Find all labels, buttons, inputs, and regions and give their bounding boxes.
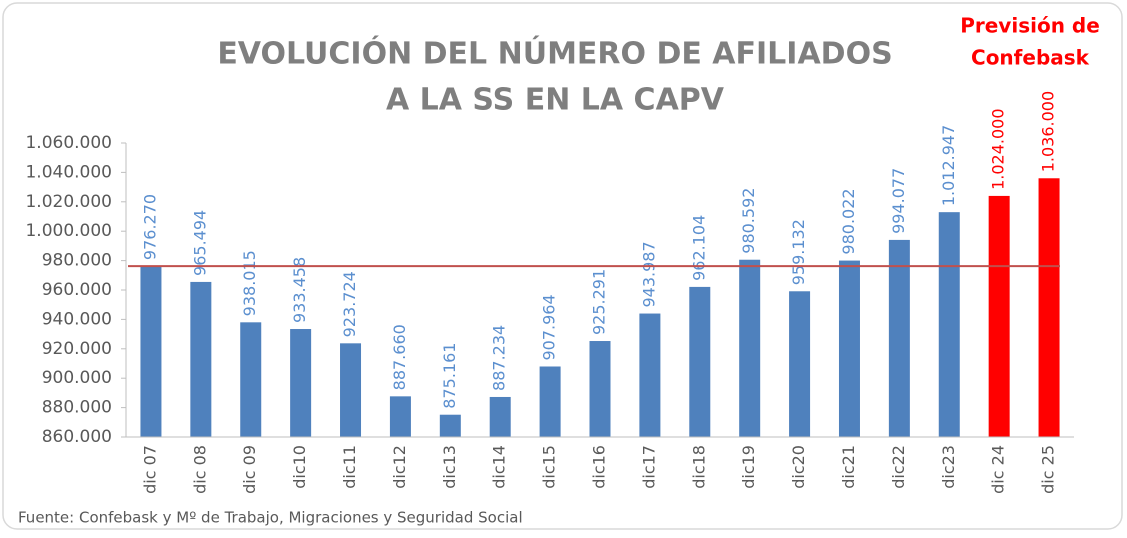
bar [539,366,561,437]
value-label: 907.964 [540,294,559,360]
annotation: Previsión de [960,14,1100,38]
bar [140,266,162,437]
value-label: 1.012.947 [939,125,958,206]
bar [290,329,312,437]
bar [1038,178,1060,437]
bar [838,260,860,437]
x-tick-label: dic 08 [190,445,209,494]
x-tick-label: dic16 [590,445,609,489]
value-label: 959.132 [789,219,808,285]
chart-title: A LA SS EN LA CAPV [386,83,725,118]
y-tick-label: 860.000 [42,427,112,447]
x-tick-label: dic17 [639,445,658,489]
x-tick-label: dic19 [739,445,758,489]
y-tick-label: 1.000.000 [25,221,112,241]
value-label: 980.022 [839,188,858,254]
y-tick-label: 1.020.000 [25,192,112,212]
value-label: 980.592 [739,188,758,254]
value-label: 933.458 [290,257,309,323]
value-label: 1.036.000 [1039,91,1058,172]
y-tick-label: 960.000 [42,280,112,300]
value-label: 962.104 [689,215,708,281]
x-tick-label: dic23 [939,445,958,489]
x-tick-label: dic13 [440,445,459,489]
bar [190,281,212,437]
value-label: 923.724 [340,271,359,337]
x-tick-label: dic 25 [1039,445,1058,494]
bar [639,313,661,437]
value-label: 925.291 [590,269,609,335]
y-tick-label: 940.000 [42,309,112,329]
x-tick-label: dic20 [789,445,808,489]
x-tick-label: dic21 [839,445,858,489]
bar [938,212,960,437]
bar [988,195,1010,437]
bar [689,286,711,437]
source: Fuente: Confebask y Mº de Trabajo, Migra… [18,509,523,527]
value-label: 887.660 [390,324,409,390]
x-tick-label: dic14 [490,445,509,489]
bar [489,396,511,437]
x-tick-label: dic12 [390,445,409,489]
value-label: 938.015 [240,250,259,316]
value-label: 994.077 [889,168,908,234]
bar [240,322,262,437]
value-label: 976.270 [140,194,159,260]
bar [888,239,910,437]
x-tick-label: dic 07 [140,445,159,494]
y-tick-label: 880.000 [42,398,112,418]
value-label: 887.234 [490,325,509,391]
x-tick-label: dic11 [340,445,359,489]
x-tick-label: dic22 [889,445,908,489]
chart-title: EVOLUCIÓN DEL NÚMERO DE AFILIADOS [217,35,892,72]
bar [739,259,761,437]
value-label: 875.161 [440,343,459,409]
x-tick-label: dic10 [290,445,309,489]
x-tick-label: dic15 [540,445,559,489]
bar [589,341,611,437]
y-tick-label: 980.000 [42,251,112,271]
y-tick-label: 900.000 [42,368,112,388]
x-tick-label: dic 09 [240,445,259,494]
value-label: 943.987 [639,241,658,307]
bar [340,343,362,437]
y-tick-label: 1.040.000 [25,162,112,182]
value-label: 965.494 [190,210,209,276]
y-tick-label: 1.060.000 [25,133,112,153]
x-tick-label: dic18 [689,445,708,489]
bar [439,414,461,437]
bar [789,291,811,437]
annotation: Confebask [971,46,1090,70]
value-label: 1.024.000 [989,108,1008,189]
y-tick-label: 920.000 [42,339,112,359]
bar [389,396,411,437]
x-tick-label: dic 24 [989,445,1008,494]
